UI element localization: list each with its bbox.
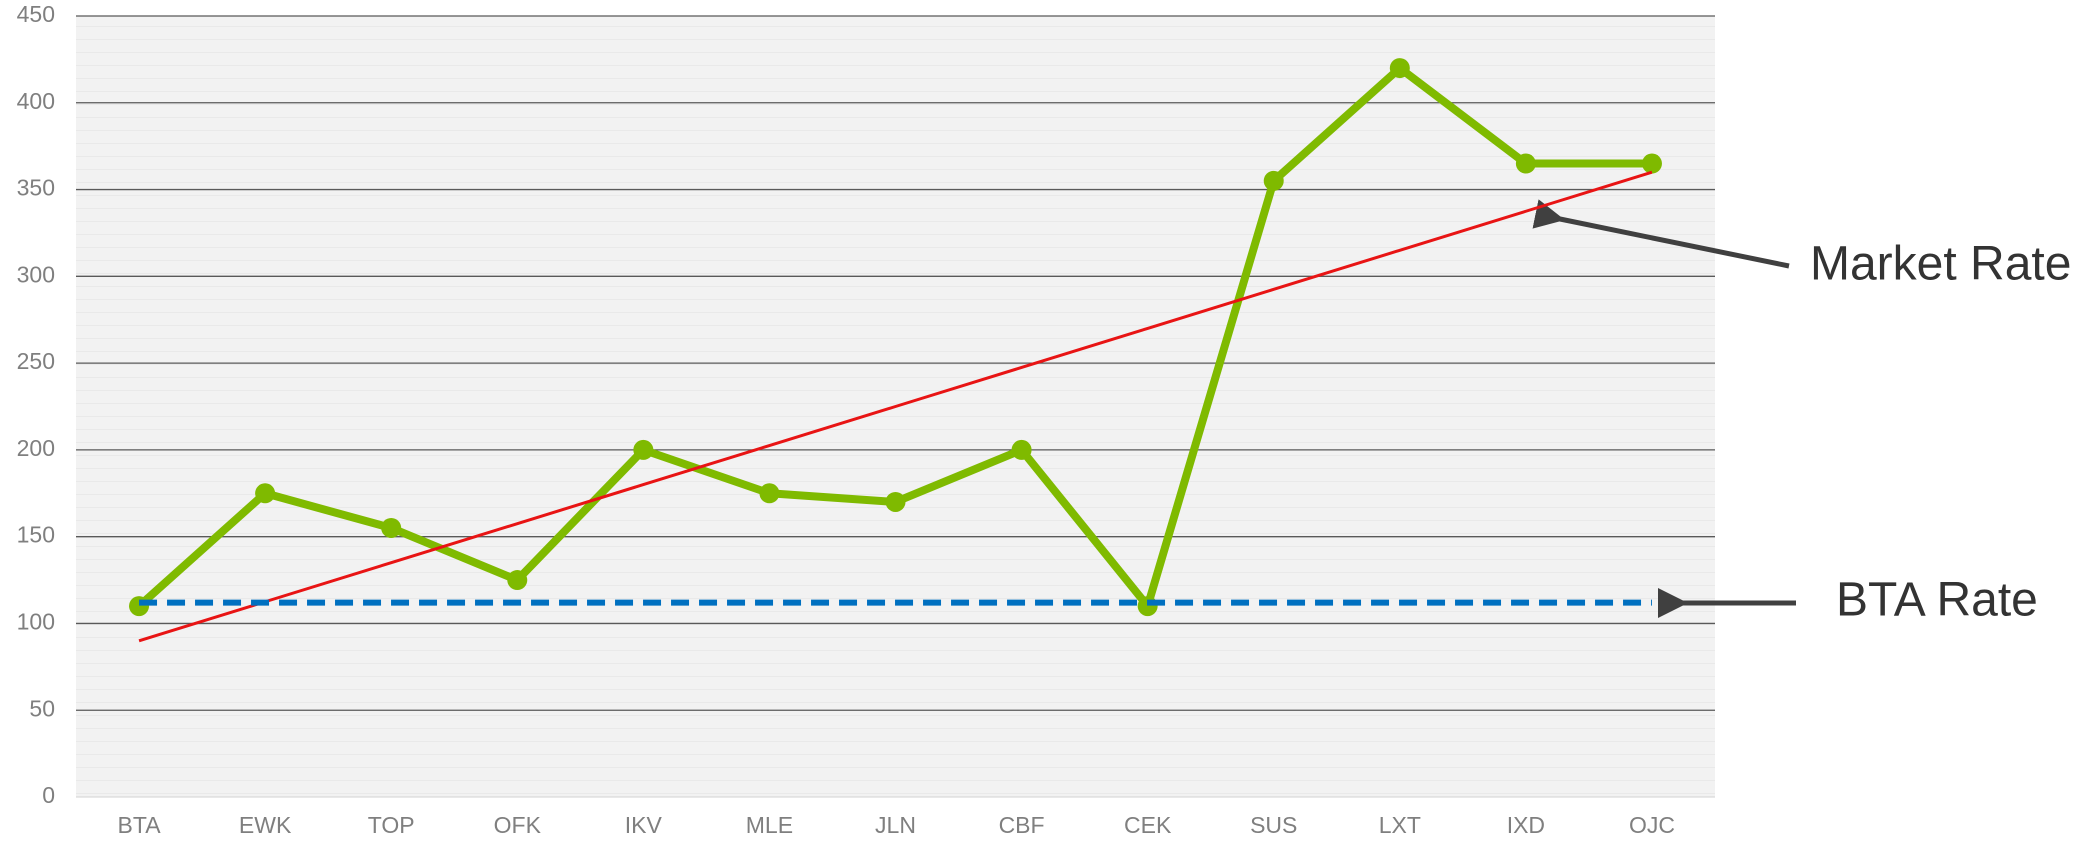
x-tick-label: OJC <box>1629 812 1675 838</box>
x-tick-label: LXT <box>1379 812 1421 838</box>
y-tick-label: 250 <box>17 348 55 374</box>
x-tick-label: TOP <box>368 812 415 838</box>
point <box>1263 170 1284 191</box>
series-line <box>138 170 1653 643</box>
point <box>129 596 150 617</box>
y-tick-label: 350 <box>17 175 55 201</box>
point <box>381 517 402 538</box>
y-tick-label: 300 <box>17 261 55 287</box>
annotation: Market Rate <box>1810 238 2071 291</box>
point <box>1641 153 1662 174</box>
y-tick-label: 400 <box>17 88 55 114</box>
x-tick-label: IXD <box>1507 812 1545 838</box>
x-tick-label: JLN <box>875 812 916 838</box>
y-tick-label: 0 <box>42 782 55 808</box>
point <box>1389 58 1410 79</box>
point <box>1137 596 1158 617</box>
point <box>885 491 906 512</box>
x-tick-label: BTA <box>118 812 162 838</box>
point <box>507 570 528 591</box>
annotation: BTA Rate <box>1836 574 2038 627</box>
x-tick-label: IKV <box>625 812 663 838</box>
point <box>255 483 276 504</box>
point <box>1515 153 1536 174</box>
y-tick-label: 450 <box>17 1 55 27</box>
point <box>759 483 780 504</box>
y-tick-label: 100 <box>17 609 55 635</box>
x-tick-label: MLE <box>746 812 793 838</box>
market-arrow <box>1532 199 1790 269</box>
x-tick-label: OFK <box>494 812 542 838</box>
y-tick-label: 150 <box>17 522 55 548</box>
point <box>1011 439 1032 460</box>
y-tick-label: 200 <box>17 435 55 461</box>
point <box>633 439 654 460</box>
y-tick-label: 50 <box>29 695 55 721</box>
x-tick-label: EWK <box>239 812 292 838</box>
x-tick-label: CEK <box>1124 812 1172 838</box>
x-tick-label: SUS <box>1250 812 1297 838</box>
x-tick-label: CBF <box>999 812 1045 838</box>
